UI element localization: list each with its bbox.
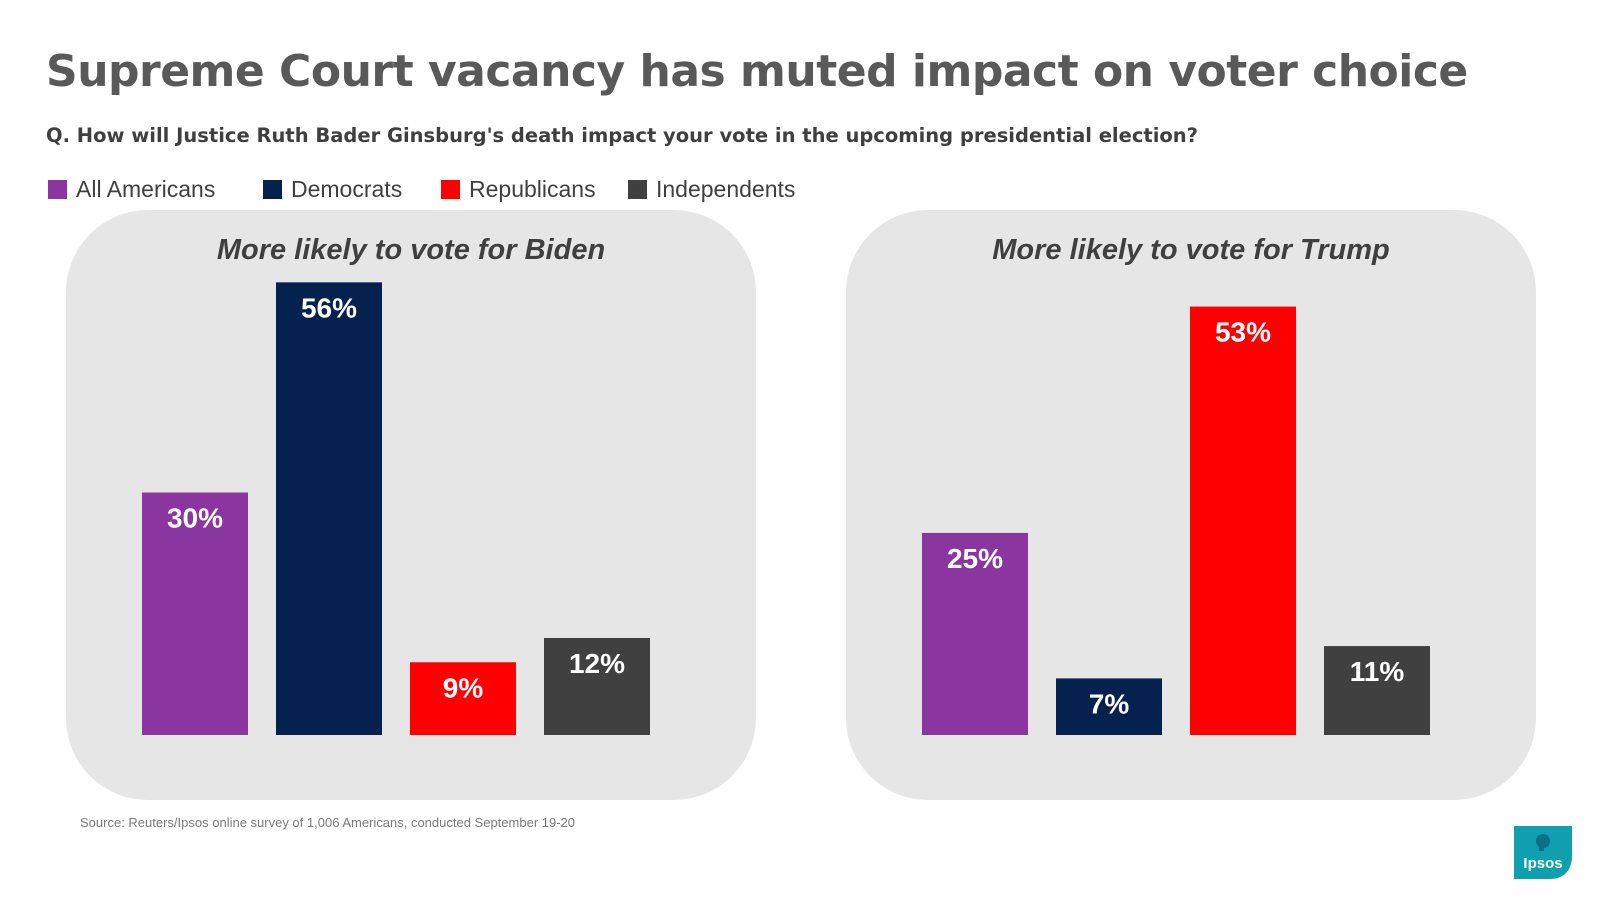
ipsos-logo-text: Ipsos bbox=[1523, 855, 1562, 872]
bar-independents bbox=[1324, 646, 1430, 735]
data-label-democrats: 7% bbox=[1089, 688, 1130, 719]
biden-chart-panel: More likely to vote for Biden 30% 56% 9% 12… bbox=[66, 210, 756, 800]
bar-democrats bbox=[276, 282, 382, 735]
legend-label: Republicans bbox=[469, 176, 596, 202]
bar-republicans bbox=[410, 662, 516, 735]
bar-all-americans bbox=[922, 532, 1028, 735]
biden-chart-title: More likely to vote for Biden bbox=[216, 234, 606, 266]
data-label-all-americans: 30% bbox=[167, 503, 223, 534]
legend-swatch-democrats bbox=[263, 180, 282, 199]
page-title: Supreme Court vacancy has muted impact o… bbox=[46, 46, 1468, 97]
biden-bar-chart: 30% 56% 9% 12% bbox=[142, 282, 650, 735]
data-label-all-americans: 25% bbox=[947, 543, 1003, 574]
data-label-republicans: 9% bbox=[443, 672, 484, 703]
survey-question: Q. How will Justice Ruth Bader Ginsburg'… bbox=[46, 124, 1198, 147]
bar-republicans bbox=[1190, 306, 1296, 735]
ipsos-logo: Ipsos bbox=[1514, 826, 1572, 879]
legend-item-independents: Independents bbox=[628, 176, 795, 203]
legend-item-all-americans: All Americans bbox=[48, 176, 215, 203]
bar-democrats bbox=[1056, 678, 1162, 735]
chart-legend: All Americans Democrats Republicans Inde… bbox=[0, 176, 900, 204]
legend-swatch-all-americans bbox=[48, 180, 67, 199]
trump-bar-chart: 25% 7% 53% 11% bbox=[922, 306, 1430, 735]
ipsos-logo-icon: Ipsos bbox=[1514, 826, 1572, 879]
legend-label: Independents bbox=[656, 176, 796, 202]
legend-item-republicans: Republicans bbox=[441, 176, 596, 203]
data-label-independents: 11% bbox=[1350, 656, 1405, 687]
trump-chart-title: More likely to vote for Trump bbox=[992, 234, 1390, 266]
bar-all-americans bbox=[142, 492, 248, 735]
legend-swatch-republicans bbox=[441, 180, 460, 199]
trump-chart-panel: More likely to vote for Trump 25% 7% 53% 11… bbox=[846, 210, 1536, 800]
data-label-democrats: 56% bbox=[301, 292, 357, 323]
legend-label: All Americans bbox=[76, 176, 216, 202]
data-label-republicans: 53% bbox=[1215, 317, 1271, 348]
data-label-independents: 12% bbox=[569, 648, 625, 679]
source-note: Source: Reuters/Ipsos online survey of 1… bbox=[80, 815, 576, 830]
legend-item-democrats: Democrats bbox=[263, 176, 402, 203]
legend-swatch-independents bbox=[628, 180, 647, 199]
bar-independents bbox=[544, 638, 650, 735]
legend-label: Democrats bbox=[291, 176, 403, 202]
